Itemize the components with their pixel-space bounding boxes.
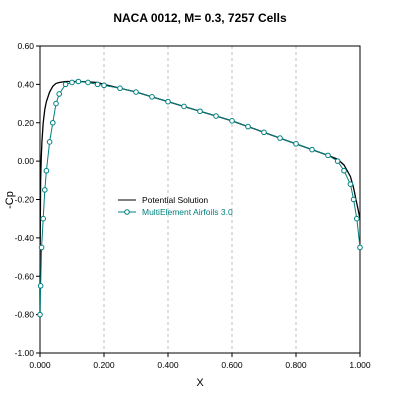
data-point <box>334 158 341 164</box>
data-point <box>94 81 101 88</box>
legend-label-multielement: MultiElement Airfoils 3.0 <box>142 207 233 217</box>
x-tick-label: 0.200 <box>93 360 115 370</box>
y-axis-title: -Cp <box>4 191 16 209</box>
data-point <box>245 123 251 130</box>
data-point <box>117 85 123 92</box>
y-tick-label: -1.00 <box>15 348 35 358</box>
data-point <box>181 103 187 110</box>
data-point <box>75 78 82 85</box>
x-tick-label: 1.000 <box>349 360 371 370</box>
y-tick-label: 0.40 <box>17 79 34 89</box>
data-point <box>357 244 363 251</box>
data-point <box>40 215 47 222</box>
x-tick-label: 0.600 <box>221 360 243 370</box>
data-point <box>277 135 283 141</box>
data-point <box>165 98 171 105</box>
chart-title: NACA 0012, M= 0.3, 7257 Cells <box>113 11 287 25</box>
x-tick-label: 0.400 <box>157 360 179 370</box>
y-tick-label: -0.80 <box>15 310 35 320</box>
y-tick-label: 0.20 <box>17 118 34 128</box>
data-point <box>53 100 59 107</box>
data-point <box>350 196 357 203</box>
data-point <box>133 89 139 95</box>
data-point <box>229 118 235 124</box>
data-point <box>42 187 48 193</box>
data-point <box>56 91 63 97</box>
legend-label-potential: Potential Solution <box>142 195 208 205</box>
legend: Potential Solution MultiElement Airfoils… <box>118 195 233 217</box>
x-axis-title: X <box>196 377 204 389</box>
x-tick-label: 0.000 <box>29 360 51 370</box>
data-point <box>50 119 56 126</box>
data-point <box>197 108 203 115</box>
y-tick-label: 0.60 <box>17 41 34 51</box>
data-point <box>37 311 43 318</box>
data-point <box>341 167 347 174</box>
y-tick-label: 0.00 <box>17 156 34 166</box>
y-tick-label: -0.20 <box>15 195 35 205</box>
x-tick-label: 0.800 <box>285 360 307 370</box>
data-point <box>69 79 75 86</box>
data-point <box>347 181 354 187</box>
data-point <box>101 82 107 89</box>
data-point <box>38 244 45 251</box>
data-point <box>43 167 50 174</box>
legend-marker-multielement <box>124 209 130 215</box>
data-point <box>261 129 267 136</box>
y-tick-label: -0.40 <box>15 233 35 243</box>
y-tick-label: -0.60 <box>15 271 35 281</box>
data-point <box>325 152 331 159</box>
series-layer <box>37 78 363 318</box>
data-point <box>85 79 91 86</box>
data-point <box>293 141 299 147</box>
data-point <box>213 113 219 119</box>
data-point <box>354 215 360 222</box>
ticks: 0.000 0.200 0.400 0.600 0.800 1.000 0.60 0.40 0.… <box>15 41 371 370</box>
data-point <box>309 146 315 153</box>
data-point <box>149 94 155 100</box>
data-point <box>62 81 69 88</box>
data-point <box>46 139 53 145</box>
data-point <box>37 283 44 289</box>
